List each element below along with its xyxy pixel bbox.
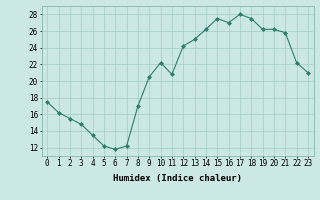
X-axis label: Humidex (Indice chaleur): Humidex (Indice chaleur) bbox=[113, 174, 242, 183]
